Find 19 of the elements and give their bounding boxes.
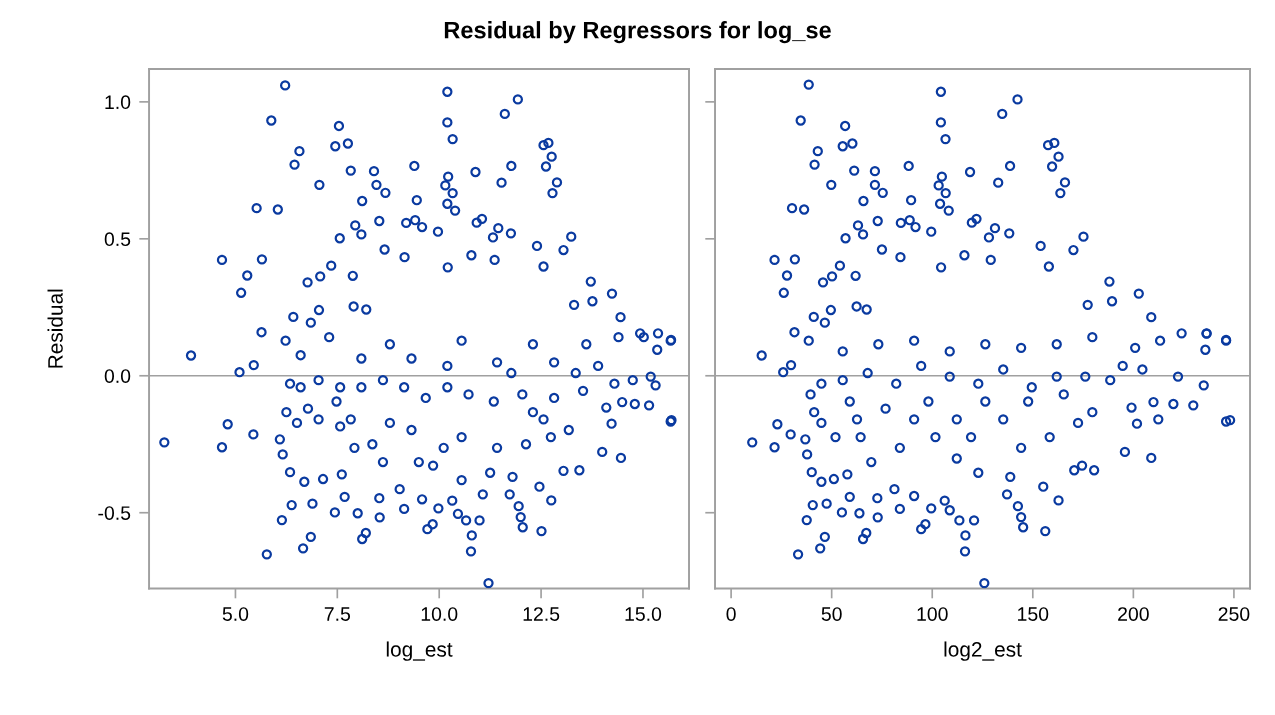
x-tick-label: 12.5 xyxy=(523,607,560,621)
x-tick-label: 0 xyxy=(726,607,736,621)
x-tick-label: 7.5 xyxy=(324,607,351,621)
x-tick-label: 200 xyxy=(1118,607,1149,621)
x-tick-label: 100 xyxy=(917,607,948,621)
x-tick-label: 5.0 xyxy=(222,607,249,621)
y-tick-label: 0.0 xyxy=(104,369,131,383)
y-axis-title: Residual xyxy=(47,289,63,368)
y-tick-label: -0.5 xyxy=(98,506,131,520)
x-axis-title: log2_est xyxy=(944,641,1022,661)
chart-title: Residual by Regressors for log_se xyxy=(444,21,831,44)
y-tick-label: 0.5 xyxy=(104,232,131,247)
x-tick-label: 15.0 xyxy=(625,607,662,621)
x-tick-label: 150 xyxy=(1018,607,1049,621)
x-tick-label: 250 xyxy=(1218,607,1250,621)
x-tick-label: 10.0 xyxy=(421,607,458,621)
x-axis-title: log_est xyxy=(386,641,453,661)
y-tick-label: 1.0 xyxy=(105,95,131,110)
x-tick-label: 50 xyxy=(821,607,842,621)
